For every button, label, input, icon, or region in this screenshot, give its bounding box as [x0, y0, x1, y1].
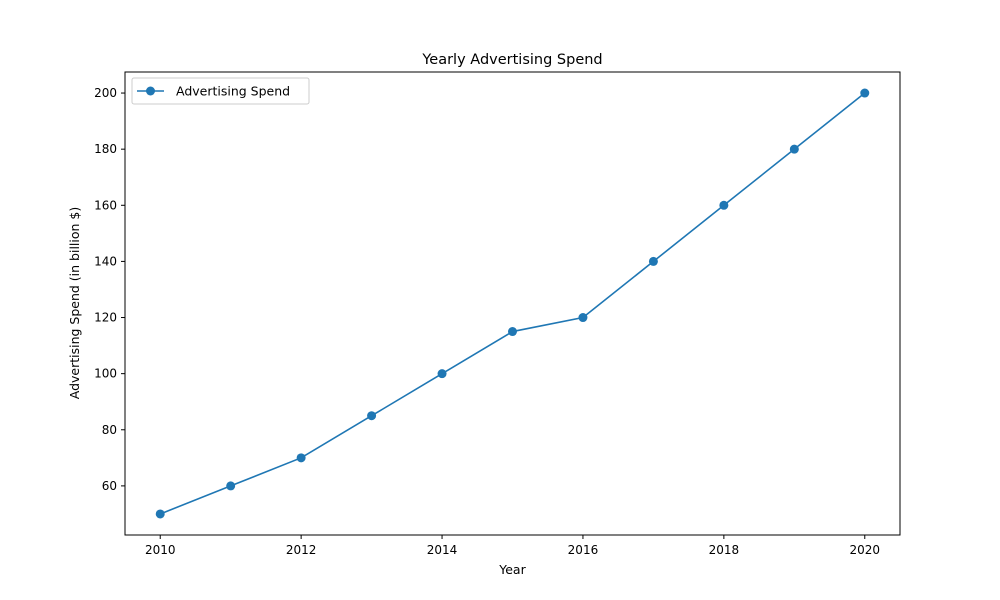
plot-area [124, 71, 901, 536]
y-tick-label: 180 [94, 142, 117, 156]
axes-frame [124, 71, 901, 536]
data-point [508, 327, 517, 337]
data-point [578, 313, 588, 323]
x-axis-label: Year [498, 562, 526, 577]
series-layer [155, 88, 870, 519]
y-tick-label: 200 [94, 86, 117, 100]
y-tick-label: 60 [102, 479, 117, 493]
x-tick-label: 2020 [849, 543, 880, 557]
x-tick-label: 2012 [286, 543, 317, 557]
data-point [789, 144, 799, 154]
data-point [226, 481, 236, 491]
y-tick-label: 120 [94, 311, 117, 325]
y-axis-label: Advertising Spend (in billion $) [67, 207, 82, 400]
data-point [860, 88, 870, 98]
x-tick-label: 2010 [145, 543, 176, 557]
y-tick-label: 100 [94, 367, 117, 381]
y-tick-label: 140 [94, 254, 117, 268]
y-tick-label: 160 [94, 198, 117, 212]
legend-label: Advertising Spend [176, 84, 290, 99]
data-point [296, 453, 306, 463]
y-axis: 60 80 100 120 140 160 180 200 [94, 86, 125, 493]
x-tick-label: 2018 [709, 543, 740, 557]
legend: Advertising Spend [131, 77, 310, 105]
x-tick-label: 2016 [568, 543, 599, 557]
data-point [437, 369, 447, 379]
x-axis: 2010 2012 2014 2016 2018 2020 [145, 535, 880, 557]
data-point [367, 411, 377, 421]
data-point [648, 256, 658, 266]
chart-title: Yearly Advertising Spend [421, 52, 602, 68]
x-tick-label: 2014 [427, 543, 458, 557]
legend-box [131, 77, 310, 105]
y-tick-label: 80 [102, 423, 117, 437]
data-point [155, 509, 165, 519]
data-point [719, 200, 729, 210]
legend-point-marker [146, 86, 155, 96]
